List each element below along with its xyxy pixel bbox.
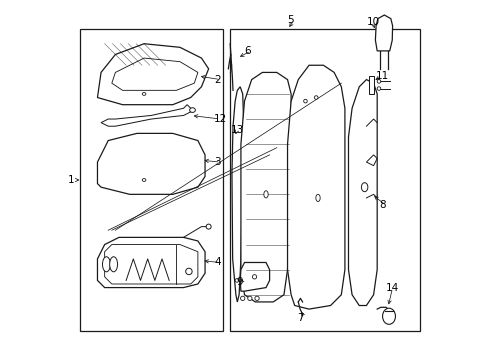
Polygon shape: [240, 262, 269, 291]
Ellipse shape: [315, 194, 320, 202]
Polygon shape: [97, 44, 208, 105]
Polygon shape: [348, 80, 376, 306]
Ellipse shape: [189, 108, 195, 112]
Ellipse shape: [206, 224, 211, 229]
Polygon shape: [231, 87, 243, 302]
Ellipse shape: [185, 268, 192, 275]
Ellipse shape: [376, 87, 380, 90]
Polygon shape: [241, 72, 290, 302]
Text: 7: 7: [297, 313, 304, 323]
Ellipse shape: [142, 93, 145, 95]
Text: 14: 14: [386, 283, 399, 293]
Text: 11: 11: [375, 71, 388, 81]
Ellipse shape: [252, 275, 256, 279]
Text: 4: 4: [214, 257, 220, 267]
Text: 13: 13: [230, 125, 244, 135]
Ellipse shape: [235, 279, 238, 282]
Text: 5: 5: [287, 15, 294, 26]
Ellipse shape: [361, 183, 367, 192]
Bar: [80, 30, 223, 330]
Polygon shape: [375, 15, 392, 51]
Ellipse shape: [102, 257, 110, 272]
Text: 3: 3: [214, 157, 220, 167]
Text: 6: 6: [244, 46, 251, 56]
Ellipse shape: [376, 80, 380, 83]
Polygon shape: [97, 134, 204, 194]
Text: 1: 1: [68, 175, 75, 185]
Ellipse shape: [314, 96, 317, 99]
Text: 2: 2: [214, 75, 220, 85]
Ellipse shape: [109, 257, 117, 272]
Text: 10: 10: [366, 17, 379, 27]
Ellipse shape: [264, 191, 267, 198]
Ellipse shape: [247, 296, 251, 301]
Ellipse shape: [142, 179, 145, 181]
Ellipse shape: [382, 308, 395, 324]
Bar: [368, 76, 373, 94]
Bar: [230, 30, 419, 330]
Ellipse shape: [240, 296, 244, 301]
Polygon shape: [101, 105, 190, 126]
Text: 12: 12: [214, 114, 227, 124]
Text: 8: 8: [379, 200, 385, 210]
Polygon shape: [97, 237, 204, 288]
Ellipse shape: [254, 296, 259, 301]
Text: 9: 9: [235, 277, 242, 287]
Ellipse shape: [303, 99, 306, 103]
Polygon shape: [287, 65, 344, 309]
